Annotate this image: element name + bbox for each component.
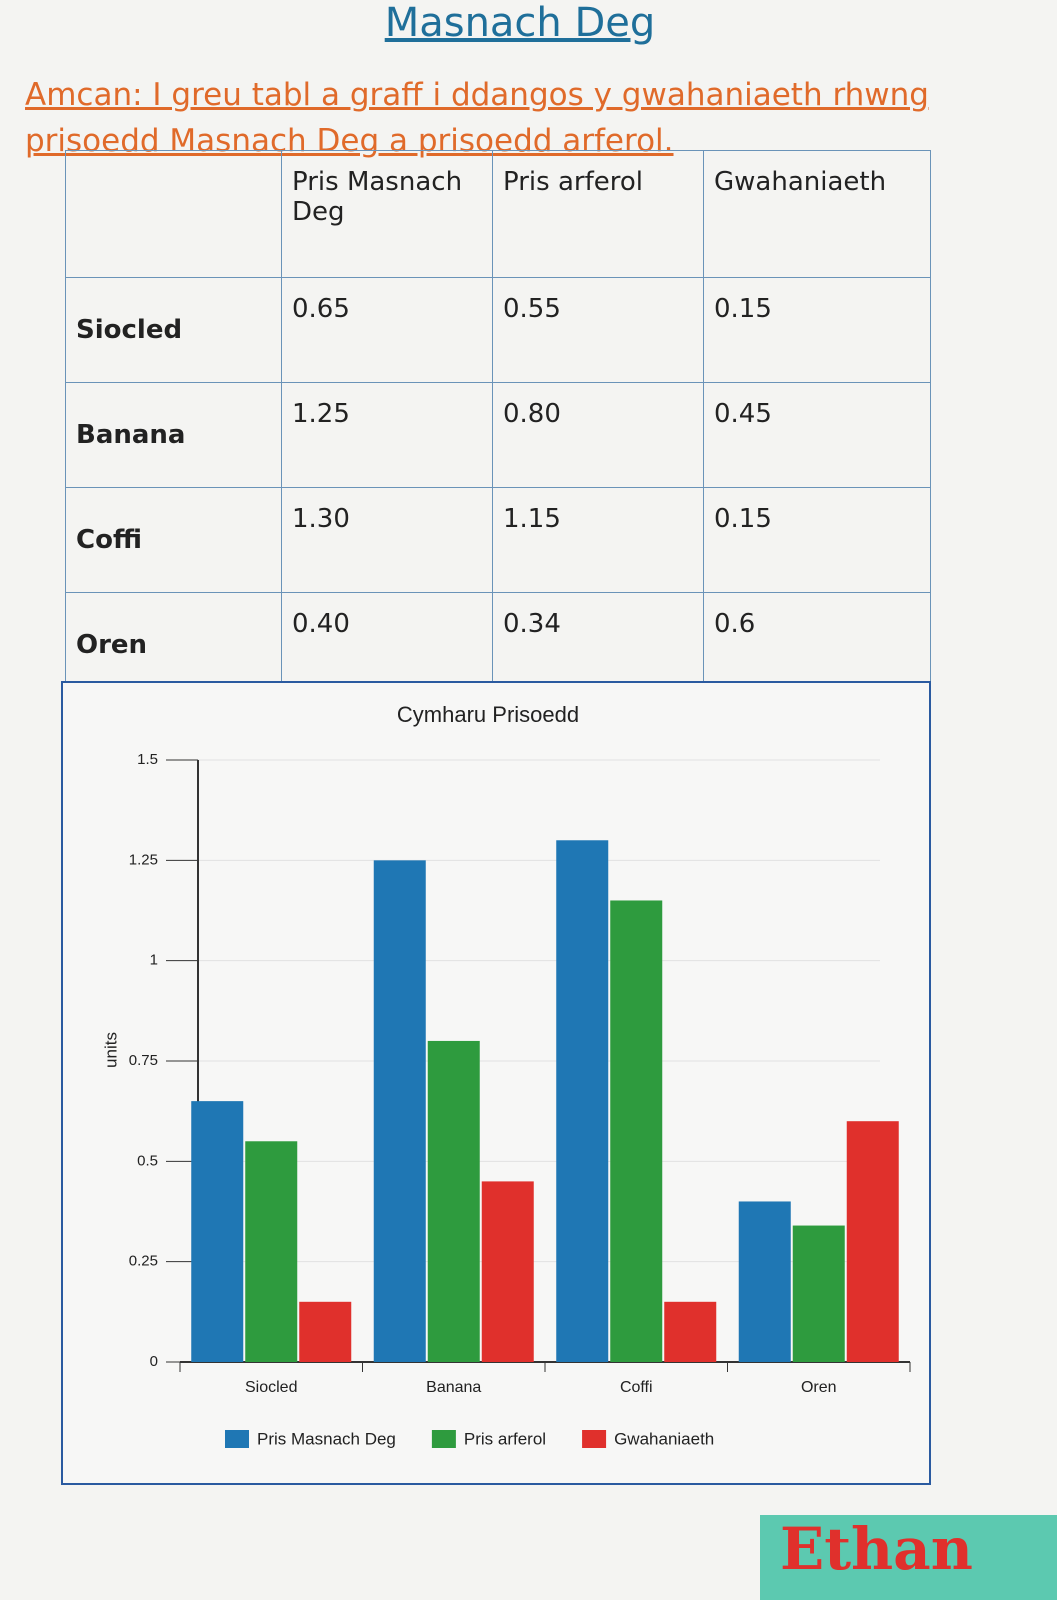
legend-swatch (582, 1430, 607, 1448)
x-tick-label: Oren (801, 1379, 837, 1396)
y-tick-label: 1 (150, 952, 158, 969)
cell: 0.45 (703, 382, 931, 488)
header-row: Pris Masnach Deg Pris arferol Gwahaniaet… (65, 150, 931, 278)
table-row: Siocled 0.65 0.55 0.15 (65, 277, 931, 383)
empty-cell (65, 150, 282, 278)
y-tick-label: 0.25 (129, 1253, 158, 1270)
cell: 0.55 (492, 277, 704, 383)
page-title: Masnach Deg (384, 0, 656, 46)
row-label: Oren (65, 592, 282, 698)
cell: 0.6 (703, 592, 931, 698)
bar (191, 1101, 244, 1362)
table-row: Oren 0.40 0.34 0.6 (65, 592, 931, 698)
x-tick-label: Banana (426, 1379, 481, 1396)
chart-title: Cymharu Prisoedd (397, 702, 579, 727)
row-label: Banana (65, 382, 282, 488)
bar (610, 900, 663, 1362)
bar (664, 1301, 717, 1362)
row-label: Siocled (65, 277, 282, 383)
bar (481, 1181, 534, 1362)
bar (245, 1141, 298, 1362)
cell: 0.40 (281, 592, 493, 698)
legend-label: Gwahaniaeth (614, 1429, 714, 1448)
y-tick-label: 1.5 (137, 751, 158, 768)
bar (792, 1225, 845, 1362)
bar (556, 840, 609, 1362)
column-header: Pris arferol (492, 150, 704, 278)
y-tick-label: 0.75 (129, 1052, 158, 1069)
legend-swatch (225, 1430, 249, 1448)
bar (846, 1121, 899, 1362)
cell: 0.15 (703, 277, 931, 383)
student-name: Ethan (760, 1515, 1057, 1600)
legend-swatch (431, 1430, 456, 1448)
table-row: Banana 1.25 0.80 0.45 (65, 382, 931, 488)
price-table: Pris Masnach Deg Pris arferol Gwahaniaet… (65, 150, 931, 698)
y-tick-label: 0 (150, 1353, 158, 1370)
x-tick-label: Siocled (245, 1379, 297, 1396)
y-axis-label: units (101, 1032, 120, 1068)
row-label: Coffi (65, 487, 282, 593)
chart: Cymharu Prisoedd units 0 0.25 0.5 0.75 1 1.25… (61, 681, 931, 1485)
cell: 0.15 (703, 487, 931, 593)
cell: 1.25 (281, 382, 493, 488)
table-row: Coffi 1.30 1.15 0.15 (65, 487, 931, 593)
column-header: Pris Masnach Deg (281, 150, 493, 278)
cell: 1.30 (281, 487, 493, 593)
legend-label: Pris arferol (464, 1429, 546, 1448)
bar (427, 1040, 480, 1362)
cell: 0.65 (281, 277, 493, 383)
bar (738, 1201, 791, 1362)
x-tick-label: Coffi (620, 1379, 653, 1396)
y-tick-label: 1.25 (129, 851, 158, 868)
chart-frame (61, 681, 931, 1485)
bar (299, 1301, 352, 1362)
cell: 1.15 (492, 487, 704, 593)
column-header: Gwahaniaeth (703, 150, 931, 278)
legend-label: Pris Masnach Deg (257, 1429, 396, 1448)
cell: 0.80 (492, 382, 704, 488)
bar (373, 860, 426, 1362)
y-tick-label: 0.5 (137, 1152, 158, 1169)
